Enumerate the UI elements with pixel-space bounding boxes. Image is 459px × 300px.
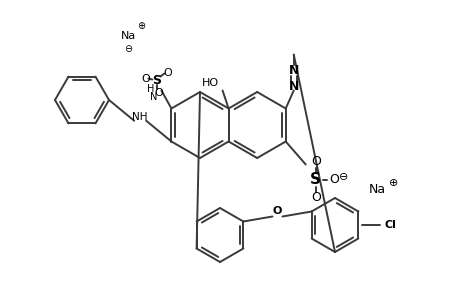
Text: Cl: Cl <box>383 220 395 230</box>
Text: O: O <box>272 206 281 217</box>
Text: ⊖: ⊖ <box>124 44 132 53</box>
Text: S: S <box>309 172 320 187</box>
Text: N: N <box>150 92 157 101</box>
Text: N: N <box>288 80 298 93</box>
Text: Na: Na <box>121 31 136 40</box>
Text: O: O <box>162 68 171 77</box>
Text: N: N <box>288 64 298 77</box>
Text: O: O <box>154 88 162 98</box>
Text: S: S <box>151 74 161 87</box>
Text: O: O <box>310 155 320 168</box>
Text: O: O <box>141 74 150 83</box>
Text: O: O <box>310 191 320 204</box>
Text: ⊖: ⊖ <box>338 172 347 182</box>
Text: ⊕: ⊕ <box>388 178 397 188</box>
Text: Na: Na <box>369 183 386 196</box>
Text: H: H <box>146 83 154 94</box>
Text: ⊕: ⊕ <box>137 20 145 31</box>
Text: HO: HO <box>201 77 218 88</box>
Text: O: O <box>328 173 338 186</box>
Text: NH: NH <box>132 112 148 122</box>
